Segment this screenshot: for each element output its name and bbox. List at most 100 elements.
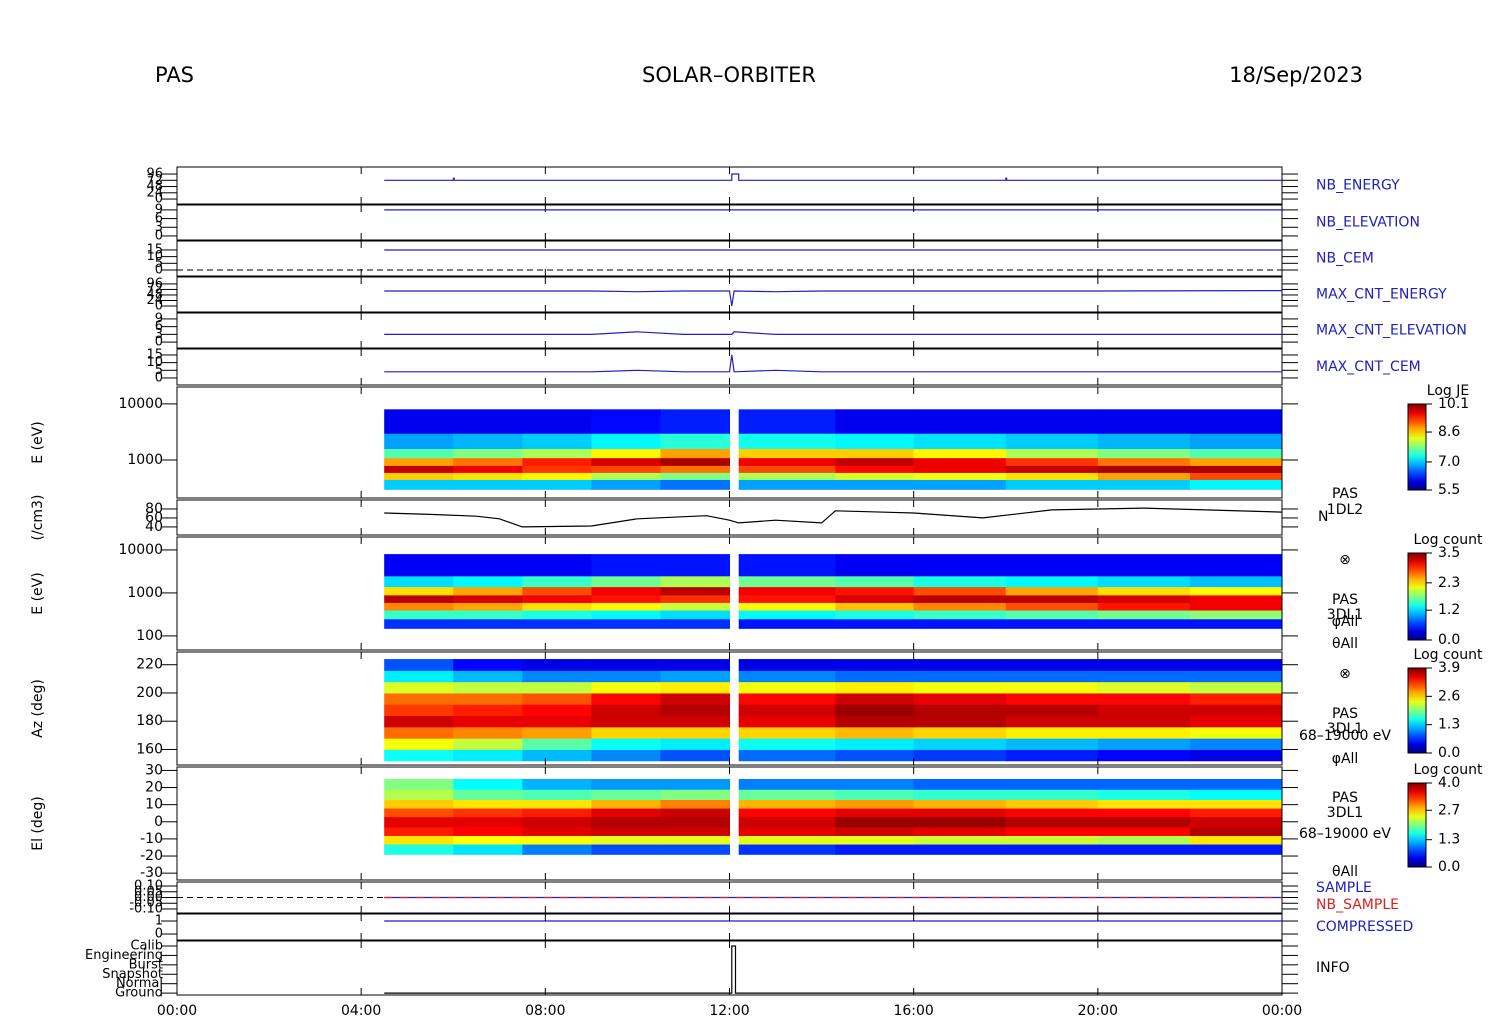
heat-cell [453, 789, 523, 801]
side-label: 68–19000 eV [1299, 826, 1391, 842]
colorbar [1407, 552, 1427, 641]
heat-cell [660, 618, 730, 629]
heat-cell [1189, 554, 1283, 577]
y-tick-label: Ground [115, 986, 163, 1001]
heat-cell [1005, 575, 1099, 588]
heat-cell [453, 659, 523, 671]
y-tick-label: 1000 [127, 452, 163, 468]
heat-cell [1189, 704, 1283, 717]
heat-cell [591, 465, 661, 473]
heat-cell [453, 778, 523, 790]
heat-cell [1189, 472, 1283, 480]
colorbar-title: Log count [1414, 532, 1483, 548]
heat-cell [913, 681, 1007, 694]
heat-cell [591, 789, 661, 801]
side-label: PAS [1332, 790, 1358, 806]
heat-cell [1005, 586, 1099, 596]
heat-cell [1097, 409, 1191, 434]
heat-cell [1097, 586, 1191, 596]
heat-cell [1005, 409, 1099, 434]
heat-cell [913, 472, 1007, 480]
heat-cell [1189, 715, 1283, 728]
heat-cell [1097, 844, 1191, 855]
colorbar [1407, 782, 1427, 868]
y-tick-label: 72 [146, 282, 163, 297]
heat-cell [591, 844, 661, 855]
heat-cell [1005, 808, 1099, 818]
colorbar-tick-label: 0.0 [1438, 745, 1460, 761]
colorbar-tick-label: 3.5 [1438, 545, 1460, 561]
heat-cell [1005, 465, 1099, 473]
heat-cell [913, 465, 1007, 473]
colorbar-tick-label: 0.0 [1438, 859, 1460, 875]
heat-cell [1005, 704, 1099, 717]
heat-cell [453, 715, 523, 728]
heat-cell [1005, 816, 1099, 828]
heat-cell [453, 465, 523, 473]
heat-cell [591, 610, 661, 620]
heat-cell [384, 610, 454, 620]
heat-cell [522, 715, 592, 728]
heat-cell [453, 704, 523, 717]
series-line [384, 354, 1282, 373]
y-tick-label: 1000 [127, 585, 163, 601]
colorbar-tick-label: 5.5 [1438, 482, 1460, 498]
heat-cell [738, 575, 836, 588]
heat-cell [738, 715, 836, 728]
y-tick-label: 9 [155, 311, 163, 326]
series-label: SAMPLE [1316, 880, 1372, 896]
heat-cell [660, 738, 730, 750]
heat-cell [522, 610, 592, 620]
heat-cell [835, 681, 915, 694]
heat-cell [1005, 602, 1099, 611]
y-tick-label: 10000 [118, 542, 163, 558]
heat-cell [1097, 778, 1191, 790]
heat-cell [384, 602, 454, 611]
heat-cell [1097, 670, 1191, 683]
heat-cell [453, 586, 523, 596]
heat-cell [591, 704, 661, 717]
heat-cell [1097, 618, 1191, 629]
y-tick-label: 10000 [118, 396, 163, 412]
heat-cell [1005, 738, 1099, 750]
y-tick-label: 9 [155, 202, 163, 217]
heat-cell [738, 738, 836, 750]
heat-cell [835, 778, 915, 790]
heat-cell [835, 816, 915, 828]
heat-cell [738, 778, 836, 790]
heat-cell [913, 799, 1007, 809]
heat-cell [453, 726, 523, 739]
heat-cell [738, 479, 836, 490]
heat-cell [913, 670, 1007, 683]
heat-cell [1097, 659, 1191, 671]
heat-cell [384, 670, 454, 683]
x-tick-label: 00:00 [1262, 1003, 1302, 1019]
heat-cell [660, 465, 730, 473]
heat-cell [913, 602, 1007, 611]
y-axis-title: Az (deg) [30, 679, 46, 738]
x-tick-label: 20:00 [1078, 1003, 1118, 1019]
y-tick-label: 0 [155, 927, 163, 942]
heat-cell [835, 465, 915, 473]
heat-cell [913, 433, 1007, 450]
heat-cell [384, 826, 454, 836]
heat-cell [522, 749, 592, 762]
heat-cell [835, 472, 915, 480]
series-line [384, 173, 1282, 181]
heat-cell [835, 844, 915, 855]
heat-cell [591, 681, 661, 694]
series-label: NB_ELEVATION [1316, 215, 1420, 231]
heat-cell [660, 575, 730, 588]
heat-cell [384, 692, 454, 705]
heat-cell [384, 409, 454, 434]
series-line [384, 331, 1282, 335]
y-tick-label: 0 [155, 370, 163, 385]
side-label: θAll [1332, 636, 1358, 652]
y-tick-label: 24 [146, 185, 163, 200]
heat-cell [1005, 778, 1099, 790]
heat-cell [522, 457, 592, 466]
y-tick-label: 6 [155, 211, 163, 226]
series-label: N [1318, 509, 1328, 525]
heat-cell [1097, 749, 1191, 762]
y-tick-label: 15 [146, 242, 163, 257]
